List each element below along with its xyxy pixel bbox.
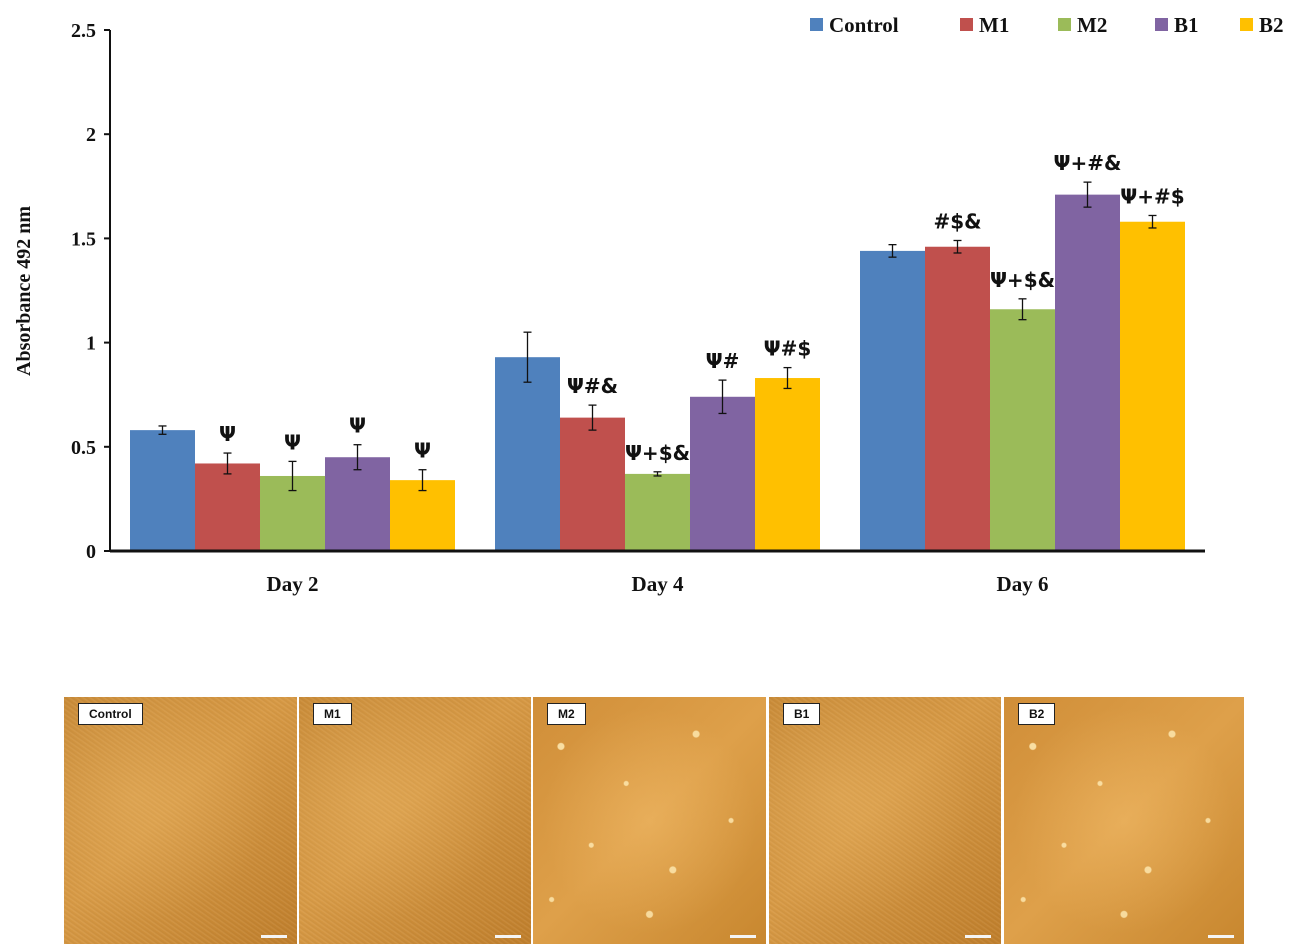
- scale-bar: [1208, 935, 1234, 938]
- x-tick-label: Day 4: [632, 572, 684, 596]
- legend-swatch: [1155, 18, 1168, 31]
- bar: [860, 250, 925, 552]
- significance-annotation: Ψ: [349, 414, 366, 438]
- bar: [625, 473, 690, 551]
- bar: [990, 309, 1055, 551]
- significance-annotation: Ψ+$&: [990, 268, 1055, 292]
- panel-b2: B2: [1004, 697, 1244, 944]
- y-axis: 0 0.5 1 1.5 2 2.5: [71, 20, 111, 563]
- legend-swatch: [1240, 18, 1253, 31]
- y-axis-label: Absorbance 492 nm: [13, 206, 35, 376]
- significance-annotation: Ψ: [219, 422, 236, 446]
- significance-annotation: Ψ+#$: [1120, 184, 1184, 208]
- bar: [560, 417, 625, 551]
- y-tick-label: 0: [86, 541, 96, 563]
- panel-m1: M1: [299, 697, 531, 944]
- significance-annotation: Ψ+#&: [1054, 151, 1122, 175]
- y-tick-label: 1.5: [71, 228, 96, 250]
- bar: [690, 396, 755, 551]
- significance-annotation: Ψ#&: [567, 374, 618, 398]
- bar: [495, 357, 560, 551]
- bars: Ψ Ψ Ψ Ψ Ψ#& Ψ+$& Ψ# Ψ#$ #$& Ψ+$& Ψ+#& Ψ+#$: [130, 151, 1185, 552]
- significance-annotation: Ψ#$: [764, 337, 812, 361]
- legend-swatch: [960, 18, 973, 31]
- panel-m2: M2: [533, 697, 766, 944]
- x-axis: Day 2 Day 4 Day 6: [110, 549, 1205, 596]
- legend-swatch: [1058, 18, 1071, 31]
- microscopy-panels: Control M1 M2 B1 B2: [64, 697, 1244, 944]
- legend-swatch: [810, 18, 823, 31]
- bar: [1120, 221, 1185, 551]
- significance-annotation: Ψ: [414, 439, 431, 463]
- x-tick-label: Day 6: [997, 572, 1049, 596]
- legend-label: M1: [979, 13, 1009, 37]
- legend-label: B1: [1174, 13, 1199, 37]
- panel-b1: B1: [769, 697, 1001, 944]
- bar: [130, 430, 195, 551]
- bar: [925, 246, 990, 551]
- panel-label-b1: B1: [783, 703, 821, 725]
- significance-annotation: Ψ: [284, 430, 301, 454]
- scale-bar: [730, 935, 756, 938]
- panel-control: Control: [64, 697, 297, 944]
- legend-label: B2: [1259, 13, 1284, 37]
- scale-bar: [261, 935, 287, 938]
- y-tick-label: 2: [86, 124, 96, 146]
- significance-annotation: Ψ#: [706, 349, 740, 373]
- y-tick-label: 1: [86, 333, 96, 355]
- panel-label-m2: M2: [547, 703, 586, 725]
- scale-bar: [965, 935, 991, 938]
- significance-annotation: #$&: [933, 209, 981, 233]
- panel-label-m1: M1: [313, 703, 352, 725]
- bar: [755, 378, 820, 551]
- bar-chart: 0 0.5 1 1.5 2 2.5 Ψ Ψ Ψ Ψ Ψ#& Ψ+$& Ψ# Ψ#$ #$& Ψ+$& Ψ+#&…: [13, 13, 1284, 596]
- bar: [1055, 194, 1120, 552]
- legend: Control M1 M2 B1 B2: [810, 13, 1284, 37]
- x-tick-label: Day 2: [267, 572, 319, 596]
- bar: [325, 457, 390, 551]
- bar: [390, 480, 455, 551]
- panel-label-control: Control: [78, 703, 143, 725]
- panel-label-b2: B2: [1018, 703, 1056, 725]
- y-tick-label: 0.5: [71, 437, 96, 459]
- legend-label: M2: [1077, 13, 1107, 37]
- y-tick-label: 2.5: [71, 20, 96, 42]
- significance-annotation: Ψ+$&: [625, 441, 690, 465]
- scale-bar: [495, 935, 521, 938]
- legend-label: Control: [829, 13, 899, 37]
- bar: [195, 463, 260, 551]
